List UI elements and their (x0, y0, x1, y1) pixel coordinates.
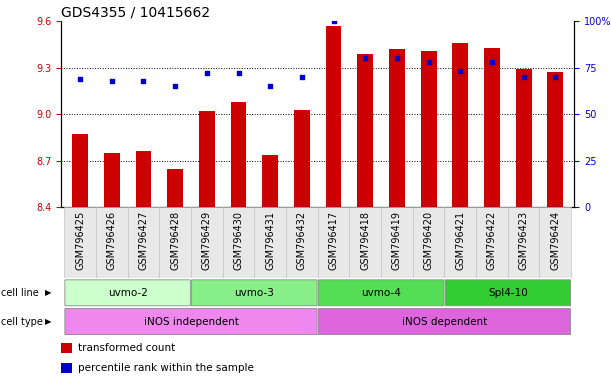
FancyBboxPatch shape (65, 280, 191, 306)
Point (75, 76, 85, 82)
Text: GSM796430: GSM796430 (233, 211, 244, 270)
Text: Spl4-10: Spl4-10 (488, 288, 528, 298)
Bar (484, 48, 500, 207)
Bar (413, 207, 444, 278)
Point (455, 68, 465, 74)
Bar (64, 207, 96, 278)
Bar (381, 207, 413, 278)
Bar (508, 207, 540, 278)
Text: GSM796429: GSM796429 (202, 211, 212, 270)
Point (551, 74, 560, 80)
FancyBboxPatch shape (445, 280, 571, 306)
Bar (128, 207, 159, 278)
Text: uvmo-4: uvmo-4 (361, 288, 401, 298)
FancyBboxPatch shape (192, 280, 317, 306)
Text: GSM796427: GSM796427 (139, 211, 148, 270)
Bar (159, 207, 191, 278)
Bar (540, 207, 571, 278)
Text: GSM796426: GSM796426 (107, 211, 117, 270)
Bar (326, 26, 342, 207)
Text: GSM796431: GSM796431 (265, 211, 275, 270)
Bar (61, 343, 72, 353)
Bar (262, 155, 278, 207)
Text: cell line: cell line (1, 288, 38, 298)
Text: iNOS dependent: iNOS dependent (402, 316, 487, 327)
Point (107, 78, 117, 84)
Point (233, 70, 243, 76)
Bar (96, 207, 128, 278)
Bar (547, 72, 563, 207)
Text: GSM796419: GSM796419 (392, 211, 402, 270)
Bar (389, 49, 405, 207)
Bar (421, 51, 436, 207)
Point (202, 70, 212, 76)
Bar (294, 109, 310, 207)
Point (423, 59, 433, 65)
Text: GSM796422: GSM796422 (487, 211, 497, 270)
Bar (516, 69, 532, 207)
Bar (136, 151, 152, 207)
FancyBboxPatch shape (65, 309, 317, 334)
Text: ▶: ▶ (45, 317, 51, 326)
Text: GSM796432: GSM796432 (297, 211, 307, 270)
Text: GSM796421: GSM796421 (455, 211, 466, 270)
Bar (167, 169, 183, 207)
Bar (199, 111, 214, 207)
FancyBboxPatch shape (318, 280, 444, 306)
Point (360, 55, 370, 61)
Text: GSM796424: GSM796424 (551, 211, 560, 270)
Text: GSM796420: GSM796420 (423, 211, 434, 270)
Text: ▶: ▶ (45, 288, 51, 297)
FancyBboxPatch shape (318, 309, 571, 334)
Point (392, 55, 402, 61)
Bar (349, 207, 381, 278)
Bar (286, 207, 318, 278)
Point (519, 74, 529, 80)
Point (329, 18, 338, 24)
Bar (104, 153, 120, 207)
Bar (254, 207, 286, 278)
Text: GSM796417: GSM796417 (329, 211, 338, 270)
Point (265, 83, 275, 89)
Bar (357, 54, 373, 207)
Text: percentile rank within the sample: percentile rank within the sample (78, 363, 254, 373)
Bar (318, 207, 349, 278)
Text: cell type: cell type (1, 316, 43, 327)
Point (139, 78, 148, 84)
Point (297, 74, 307, 80)
Text: GDS4355 / 10415662: GDS4355 / 10415662 (61, 6, 210, 20)
Bar (61, 363, 72, 372)
Text: GSM796418: GSM796418 (360, 211, 370, 270)
Text: GSM796423: GSM796423 (519, 211, 529, 270)
Text: transformed count: transformed count (78, 343, 175, 353)
Point (487, 59, 497, 65)
Bar (191, 207, 222, 278)
Bar (444, 207, 476, 278)
Text: GSM796425: GSM796425 (75, 211, 85, 270)
Bar (72, 134, 88, 207)
Text: uvmo-3: uvmo-3 (235, 288, 274, 298)
Bar (476, 207, 508, 278)
Bar (230, 102, 246, 207)
Text: iNOS independent: iNOS independent (144, 316, 238, 327)
Bar (222, 207, 254, 278)
Point (170, 83, 180, 89)
Text: uvmo-2: uvmo-2 (108, 288, 148, 298)
Bar (452, 43, 468, 207)
Text: GSM796428: GSM796428 (170, 211, 180, 270)
